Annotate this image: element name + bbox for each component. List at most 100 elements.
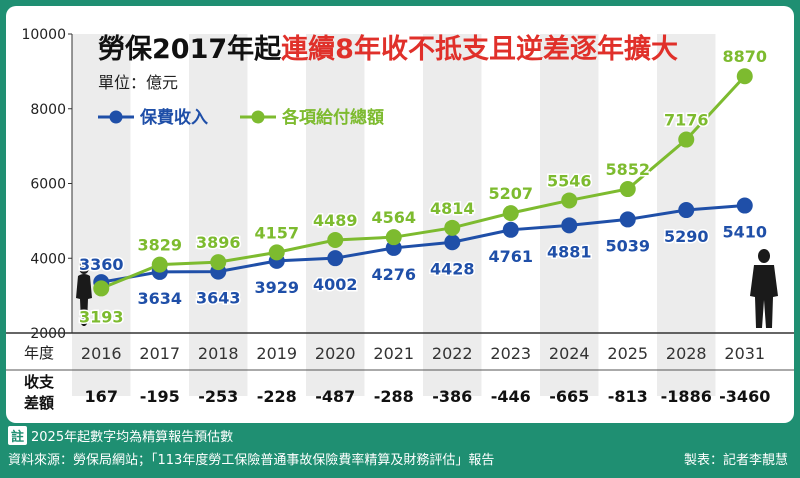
income-data-label: 3929 [254,278,299,297]
y-tick-label: 10000 [21,27,66,43]
benefit-data-label: 5852 [605,160,650,179]
benefit-payments-point [210,254,227,271]
insurance-income-point [502,221,519,238]
benefit-data-label: 4157 [254,223,299,242]
income-data-label: 5410 [722,223,767,242]
column-band [306,34,365,396]
income-data-label: 3634 [137,289,182,308]
unit-label: 單位：億元 [98,73,178,92]
benefit-data-label: 4489 [313,211,358,230]
diff-value: -446 [491,387,531,406]
income-data-label: 4428 [430,259,475,278]
benefit-payments-point [502,205,519,222]
man-silhouette-icon [750,249,778,328]
x-tick-label: 2024 [549,344,590,363]
benefit-data-label: 3829 [137,236,182,255]
note-text: 2025年起數字均為精算報告預估數 [31,430,234,445]
diff-value: -3460 [719,387,770,406]
income-data-label: 3360 [79,255,124,274]
benefit-payments-point [268,244,285,261]
x-tick-label: 2031 [724,344,765,363]
diff-value: -288 [374,387,414,406]
benefit-data-label: 4564 [371,208,416,227]
benefit-payments-point [678,131,695,148]
diff-row-label: 差額 [24,394,54,412]
x-tick-label: 2025 [607,344,648,363]
year-row-label: 年度 [24,344,54,362]
diff-value: -487 [315,387,355,406]
chart-title: 勞保2017年起連續8年收不抵支且逆差逐年擴大 [98,33,678,65]
x-tick-label: 2028 [666,344,707,363]
diff-value: -253 [198,387,238,406]
credit-text: 製表：記者李靚慧 [683,453,788,468]
diff-row-label: 收支 [24,373,55,391]
diff-value: -813 [608,387,648,406]
income-data-label: 5290 [664,227,709,246]
diff-value: -386 [432,387,472,406]
insurance-income-point [327,250,344,267]
column-band [540,34,599,396]
x-tick-label: 2019 [256,344,297,363]
benefit-payments-line [100,75,746,290]
x-tick-label: 2022 [432,344,473,363]
x-tick-label: 2018 [198,344,239,363]
diff-value: -195 [140,387,180,406]
benefit-data-label: 5207 [488,184,533,203]
legend-swatch-marker [251,110,265,124]
benefit-payments-point [444,219,461,236]
legend-label: 保費收入 [139,107,208,128]
income-data-label: 4761 [488,247,533,266]
diff-value: 167 [85,387,118,406]
chart-panel: 2000 4000 6000 8000 10000 3360 3193 3634 3829 36… [6,6,794,423]
note-badge: 註 [8,426,28,445]
insurance-income-point [444,234,461,251]
y-tick-label: 4000 [30,251,66,267]
x-tick-label: 2023 [490,344,531,363]
income-data-label: 4276 [371,265,416,284]
x-tick-label: 2020 [315,344,356,363]
insurance-income-point [619,211,636,228]
benefit-payments-point [93,280,110,297]
x-tick-label: 2021 [373,344,414,363]
benefit-data-label: 3193 [79,307,124,326]
benefit-data-label: 5546 [547,171,592,190]
insurance-income-point [561,217,578,234]
benefit-data-label: 8870 [722,47,767,66]
diff-value: -1886 [661,387,712,406]
benefit-payments-point [151,256,168,273]
legend-label: 各項給付總額 [281,107,384,128]
column-band [423,34,482,396]
benefit-payments-point [619,181,636,198]
x-tick-label: 2016 [81,344,122,363]
chart-title-highlight: 連續8年收不抵支且逆差逐年擴大 [281,33,678,65]
line-chart: 2000 4000 6000 8000 10000 3360 3193 3634 3829 36… [6,27,794,412]
insurance-income-point [736,197,753,214]
y-tick-label: 2000 [30,326,66,342]
benefit-payments-point [385,229,402,246]
insurance-income-line [100,204,745,284]
diff-value: -228 [257,387,297,406]
y-tick-label: 8000 [30,102,66,118]
benefit-data-label: 3896 [196,233,241,252]
benefit-payments-point [561,192,578,209]
diff-value: -665 [549,387,589,406]
income-data-label: 4881 [547,242,592,261]
benefit-data-label: 7176 [664,111,709,130]
income-data-label: 5039 [605,236,650,255]
benefit-payments-point [327,231,344,248]
income-data-label: 3643 [196,289,241,308]
benefit-payments-point [736,68,753,85]
column-band [72,34,131,396]
y-tick-label: 6000 [30,177,66,193]
income-data-label: 4002 [313,275,358,294]
footnote: 註 2025年起數字均為精算報告預估數 [8,426,233,445]
source-text: 資料來源：勞保局網站；「113年度勞工保險普通事故保險費率精算及財務評估」報告 [8,453,495,468]
x-tick-label: 2017 [139,344,180,363]
chart-title-main: 勞保2017年起 [98,33,282,65]
insurance-income-point [678,202,695,219]
legend-swatch-marker [109,110,123,124]
column-band [189,34,248,396]
woman-silhouette-icon [76,262,92,326]
benefit-data-label: 4814 [430,199,475,218]
